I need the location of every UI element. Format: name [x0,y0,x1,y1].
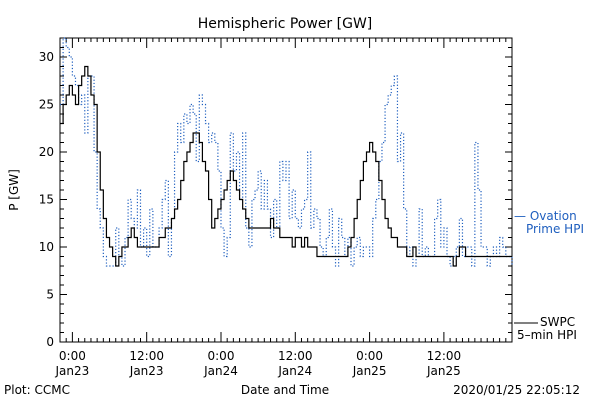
y-tick-label: 20 [39,145,54,159]
x-tick-time-label: 12:00 [427,349,462,363]
ovation-prime-hpi-series [60,37,513,267]
x-tick-date-label: Jan25 [426,364,461,378]
x-tick-time-label: 12:00 [278,349,313,363]
x-tick-date-label: Jan23 [129,364,164,378]
swpc-5min-hpi-series [60,65,512,267]
x-tick-time-label: 0:00 [59,349,86,363]
y-tick-label: 0 [46,335,54,349]
y-axis-ticks: 0 5 10 15 20 25 30 [39,37,512,349]
x-tick-date-label: Jan23 [54,364,89,378]
plot-area-frame [59,37,513,343]
chart-title: Hemispheric Power [GW] [198,16,373,32]
y-tick-label: 10 [39,240,54,254]
swpc-legend-line1: SWPC [540,315,575,329]
x-tick-time-label: 0:00 [208,349,235,363]
x-tick-date-label: Jan24 [203,364,238,378]
x-tick-date-label: Jan24 [277,364,312,378]
x-axis-ticks: 0:00Jan2312:00Jan230:00Jan2412:00Jan240:… [54,38,513,378]
y-tick-label: 25 [39,98,54,112]
x-tick-time-label: 12:00 [129,349,164,363]
x-axis-label: Date and Time [241,383,329,397]
y-tick-label: 30 [39,50,54,64]
x-tick-time-label: 0:00 [356,349,383,363]
y-tick-label: 15 [39,193,54,207]
ovation-legend-line1: — Ovation [514,209,577,223]
plot-timestamp: 2020/01/25 22:05:12 [453,383,580,397]
x-tick-date-label: Jan25 [352,364,387,378]
series-layer [60,37,513,267]
plot-credit: Plot: CCMC [4,383,70,397]
y-axis-label: P [GW] [7,169,21,211]
swpc-legend-line2: 5–min HPI [517,328,577,342]
ovation-legend-line2: Prime HPI [526,222,584,236]
y-tick-label: 5 [46,288,54,302]
